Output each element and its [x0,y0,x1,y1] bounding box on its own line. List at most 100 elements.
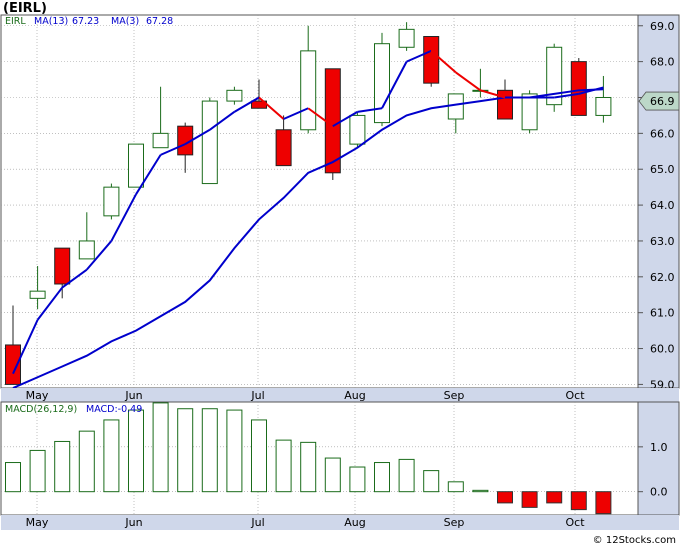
legend-ma13-value: 67.23 [72,16,99,27]
ma3-segment [86,240,113,271]
macd-bar [128,409,144,493]
ma3-segment [160,143,186,156]
macd-axis-area [637,401,680,516]
x-axis-label: May [26,389,49,402]
price-tick-label: 62.0 [650,271,675,284]
candle-body [497,89,513,120]
macd-panel-frame [0,401,639,516]
candle-body [5,344,21,385]
candle-body [398,28,415,48]
candles [5,22,612,385]
ma3-segment [554,92,579,99]
macd-bar [226,409,243,493]
candle-body [374,43,390,124]
ma3-segment [12,319,39,375]
macd-value: MACD:-0.49 [86,404,142,415]
macd-bar [324,457,341,493]
ma3-segment [357,107,383,113]
candle-body [570,61,587,116]
macd-bars [5,402,612,515]
ma3-segment [258,96,285,120]
candle-body [78,240,95,260]
macd-axis: 1.0 0.0 [638,441,668,499]
ma3-segment [455,71,481,92]
macd-bar [521,491,538,508]
ma3-segment [307,107,334,127]
macd-bar [374,462,390,493]
ma3-segment [184,128,211,145]
macd-bar [398,458,415,493]
ma3-segment [36,286,63,321]
candle-body [300,50,317,131]
x-axis-label: Oct [565,389,585,402]
macd-bar [300,441,317,493]
last-price-tag: 66.9 [638,91,680,111]
candle-body [103,186,120,217]
macd-bar [78,430,95,493]
macd-bar [103,419,120,493]
macd-bar [595,491,612,515]
x-axis-label-bottom: Jun [124,516,142,529]
price-tick-label: 60.0 [650,343,675,356]
macd-bar [251,419,267,493]
candle-body [226,89,243,102]
x-axis-label-bottom: Sep [444,516,465,529]
macd-bar [349,466,366,493]
candle-body [128,143,144,188]
ma3-segment [135,154,162,195]
x-axis-label-bottom: Jul [250,516,264,529]
candle-body [29,290,46,299]
price-tick-label: 63.0 [650,235,675,248]
candle-body [349,114,366,145]
candle-body [275,129,292,167]
candle-body [54,247,71,285]
macd-bar [423,470,440,493]
x-axis-label: Jun [124,389,142,402]
legend-ma13-label: MA(13) [34,16,68,27]
macd-bar [152,402,169,493]
x-axis-label: Jul [250,389,264,402]
x-axis-labels: May May Jun Jun Jul Jul Aug Aug Sep Sep Oct Oct [26,389,586,529]
macd-bar [177,408,194,493]
price-axis: 59.060.061.062.063.064.065.066.067.068.0… [638,20,675,391]
candle-body [595,96,612,116]
macd-bar [472,489,489,493]
date-axis-strip [1,388,679,402]
price-tick-label: 69.0 [650,20,675,33]
price-tick-label: 64.0 [650,199,675,212]
macd-bar [201,408,218,493]
price-axis-area [637,14,680,389]
ma3-segment [406,49,432,63]
moving-averages [12,49,604,389]
ma3-segment [233,96,260,113]
ma3-segment [283,107,309,120]
last-price-value: 66.9 [650,95,675,108]
ma3-segment [61,268,88,289]
ma3-segment [332,110,358,128]
candle-body [546,46,563,106]
macd-bar [54,440,71,493]
macd-label: MACD(26,12,9) [5,404,77,415]
price-legend: EIRL MA(13) 67.23 MA(3) 67.28 [5,16,173,27]
macd-bar [275,439,292,493]
price-tick-label: 66.0 [650,127,675,140]
candle-body [201,100,218,185]
x-axis-label: Sep [444,389,465,402]
watermark: © 12Stocks.com [593,535,676,546]
legend-ticker: EIRL [5,16,26,27]
candle-body [152,132,169,149]
x-axis-label: Aug [344,389,365,402]
price-tick-label: 65.0 [650,163,675,176]
macd-bar [570,491,587,511]
price-tick-label: 61.0 [650,307,675,320]
bottom-date-strip [1,515,679,530]
x-axis-label-bottom: Oct [565,516,585,529]
ma3-segment [381,61,408,109]
candle-body [447,93,464,120]
ma3-segment [430,50,457,74]
last-price-marker [638,91,680,111]
price-panel-frame [0,14,639,389]
macd-bar [447,481,464,493]
price-grid [1,15,638,388]
candle-body [521,93,538,131]
